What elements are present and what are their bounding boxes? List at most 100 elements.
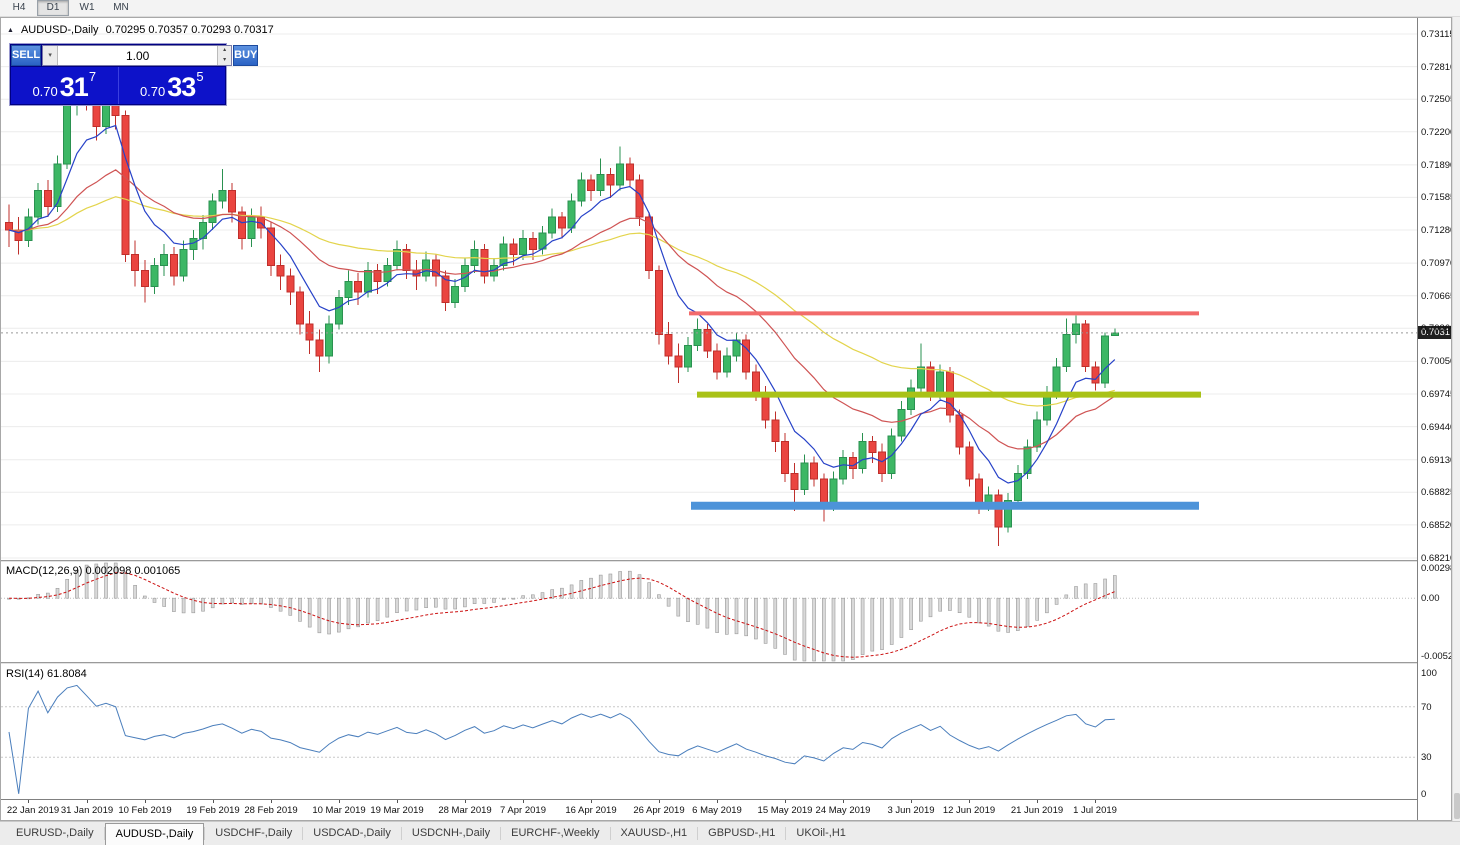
pane-separator[interactable] (1, 662, 1417, 664)
scale-tick-label: 70 (1421, 702, 1432, 713)
date-label: 24 May 2019 (815, 805, 871, 816)
sell-price[interactable]: 0.70 31 7 (32, 69, 97, 102)
scale-tick-label: 0.68520 (1421, 520, 1452, 531)
scale-tick-label: 0.72200 (1421, 127, 1452, 138)
chart-tab-xauusd-h1[interactable]: XAUUSD-,H1 (620, 827, 688, 839)
buy-button[interactable]: BUY (233, 45, 259, 66)
tab-separator (609, 827, 611, 840)
rsi-canvas[interactable] (1, 664, 1417, 800)
scale-tick-label: 0.69440 (1421, 422, 1452, 433)
date-tick (87, 800, 88, 803)
macd-pane (1, 562, 1417, 662)
rsi-pane (1, 664, 1417, 800)
price-chart-canvas[interactable] (1, 18, 1417, 560)
scale-tick-label: 0.71585 (1421, 192, 1452, 203)
moving-averages-layer (8, 124, 1116, 484)
date-label: 19 Mar 2019 (370, 805, 424, 816)
symbol-ohlc: 0.70295 0.70357 0.70293 0.70317 (105, 24, 274, 36)
chart-tab-bar: EURUSD-,Daily AUDUSD-,Daily USDCHF-,Daily U… (0, 821, 1460, 845)
date-tick (843, 800, 844, 803)
tab-separator (697, 827, 699, 840)
scale-tick-label: 0.72810 (1421, 62, 1452, 73)
volume-dropdown-icon[interactable]: ▾ (43, 46, 59, 65)
chart-tab-usdchf-daily[interactable]: USDCHF-,Daily (215, 827, 293, 839)
chart-tab-usdcad-daily[interactable]: USDCAD-,Daily (313, 827, 391, 839)
chart-tab-audusd-daily[interactable]: AUDUSD-,Daily (104, 823, 205, 845)
tab-separator (500, 827, 502, 840)
date-label: 26 Apr 2019 (633, 805, 685, 816)
scale-tick-label: 0.70050 (1421, 356, 1452, 367)
volume-step-up-icon[interactable]: ▴ (218, 46, 232, 56)
symbol-info-line: ▲ AUDUSD-,Daily 0.70295 0.70357 0.70293 … (7, 24, 274, 36)
collapse-panel-icon[interactable]: ▲ (7, 26, 14, 34)
price-scale[interactable]: 0.70317 0.73115 0.72810 0.72505 0.72200 0.71… (1417, 18, 1452, 820)
tab-separator (204, 827, 206, 840)
timeframe-button-d1[interactable]: D1 (37, 0, 69, 16)
scale-tick-label: 0.72505 (1421, 94, 1452, 105)
chart-tab-eurchf-weekly[interactable]: EURCHF-,Weekly (511, 827, 600, 839)
scale-tick-label: 0.70970 (1421, 258, 1452, 269)
date-label: 31 Jan 2019 (60, 805, 114, 816)
tab-separator (302, 827, 304, 840)
rsi-levels (1, 706, 1417, 758)
date-label: 28 Mar 2019 (438, 805, 492, 816)
date-tick (969, 800, 970, 803)
vertical-scrollbar-thumb[interactable] (1454, 793, 1460, 819)
date-tick (145, 800, 146, 803)
scale-tick-label: 0.69130 (1421, 455, 1452, 466)
vertical-scrollbar[interactable] (1452, 17, 1460, 821)
timeframe-button-mn[interactable]: MN (113, 2, 129, 13)
scale-tick-label: 0.71280 (1421, 225, 1452, 236)
volume-step-down-icon[interactable]: ▾ (218, 55, 232, 65)
date-label: 6 May 2019 (692, 805, 742, 816)
scale-tick-label: 0 (1421, 789, 1427, 800)
date-tick (28, 800, 29, 803)
chart-tab-eurusd-daily[interactable]: EURUSD-,Daily (16, 827, 94, 839)
date-label: 7 Apr 2019 (500, 805, 546, 816)
rsi-line (8, 684, 1115, 794)
volume-field-wrap: ▾ ▴ ▾ (42, 45, 233, 66)
volume-stepper: ▴ ▾ (217, 46, 232, 65)
tab-separator (400, 827, 402, 840)
current-price-badge: 0.70317 (1418, 326, 1451, 339)
scale-tick-label: 30 (1421, 752, 1432, 763)
date-tick (1095, 800, 1096, 803)
date-label: 3 Jun 2019 (887, 805, 935, 816)
volume-input[interactable] (58, 46, 218, 65)
scale-tick-label: 0.70360 (1421, 323, 1452, 334)
one-click-trading-panel: SELL ▾ ▴ ▾ BUY 0.70 31 7 0 (9, 43, 259, 106)
date-tick (717, 800, 718, 803)
timeframe-button-w1[interactable]: W1 (79, 2, 95, 13)
date-tick (911, 800, 912, 803)
scale-tick-label: 0.70665 (1421, 291, 1452, 302)
date-tick (213, 800, 214, 803)
pane-separator[interactable] (1, 560, 1417, 562)
timeframe-button-h4[interactable]: H4 (12, 2, 26, 13)
scale-tick-label: 0.00 (1421, 593, 1440, 604)
trendlines-layer (689, 311, 1201, 510)
scale-tick-label: 0.71890 (1421, 160, 1452, 171)
date-tick (785, 800, 786, 803)
buy-price[interactable]: 0.70 33 5 (117, 67, 226, 104)
scale-tick-label: 0.002984 (1421, 563, 1451, 574)
price-pane (1, 18, 1417, 560)
chart-window: ▲ AUDUSD-,Daily 0.70295 0.70357 0.70293 … (0, 17, 1452, 821)
tab-separator (785, 827, 787, 840)
macd-indicator-label: MACD(12,26,9) 0.002098 0.001065 (6, 565, 181, 577)
timeframe-toolbar: H4 D1 W1 MN (0, 0, 1460, 17)
chart-tab-gbpusd-h1[interactable]: GBPUSD-,H1 (708, 827, 776, 839)
rsi-indicator-label: RSI(14) 61.8084 (6, 668, 87, 680)
chart-tab-ukoil-h1[interactable]: UKOil-,H1 (796, 827, 846, 839)
candles-layer (5, 51, 1119, 547)
time-scale[interactable]: 22 Jan 2019 31 Jan 2019 10 Feb 2019 19 Feb … (1, 799, 1417, 820)
date-tick (591, 800, 592, 803)
scale-tick-label: 0.68210 (1421, 553, 1452, 564)
chart-tab-usdcnh-daily[interactable]: USDCNH-,Daily (411, 827, 491, 839)
sell-button[interactable]: SELL (11, 45, 42, 66)
macd-canvas[interactable] (1, 562, 1417, 662)
date-label: 10 Feb 2019 (118, 805, 172, 816)
date-tick (659, 800, 660, 803)
date-label: 15 May 2019 (757, 805, 813, 816)
date-label: 12 Jun 2019 (942, 805, 996, 816)
